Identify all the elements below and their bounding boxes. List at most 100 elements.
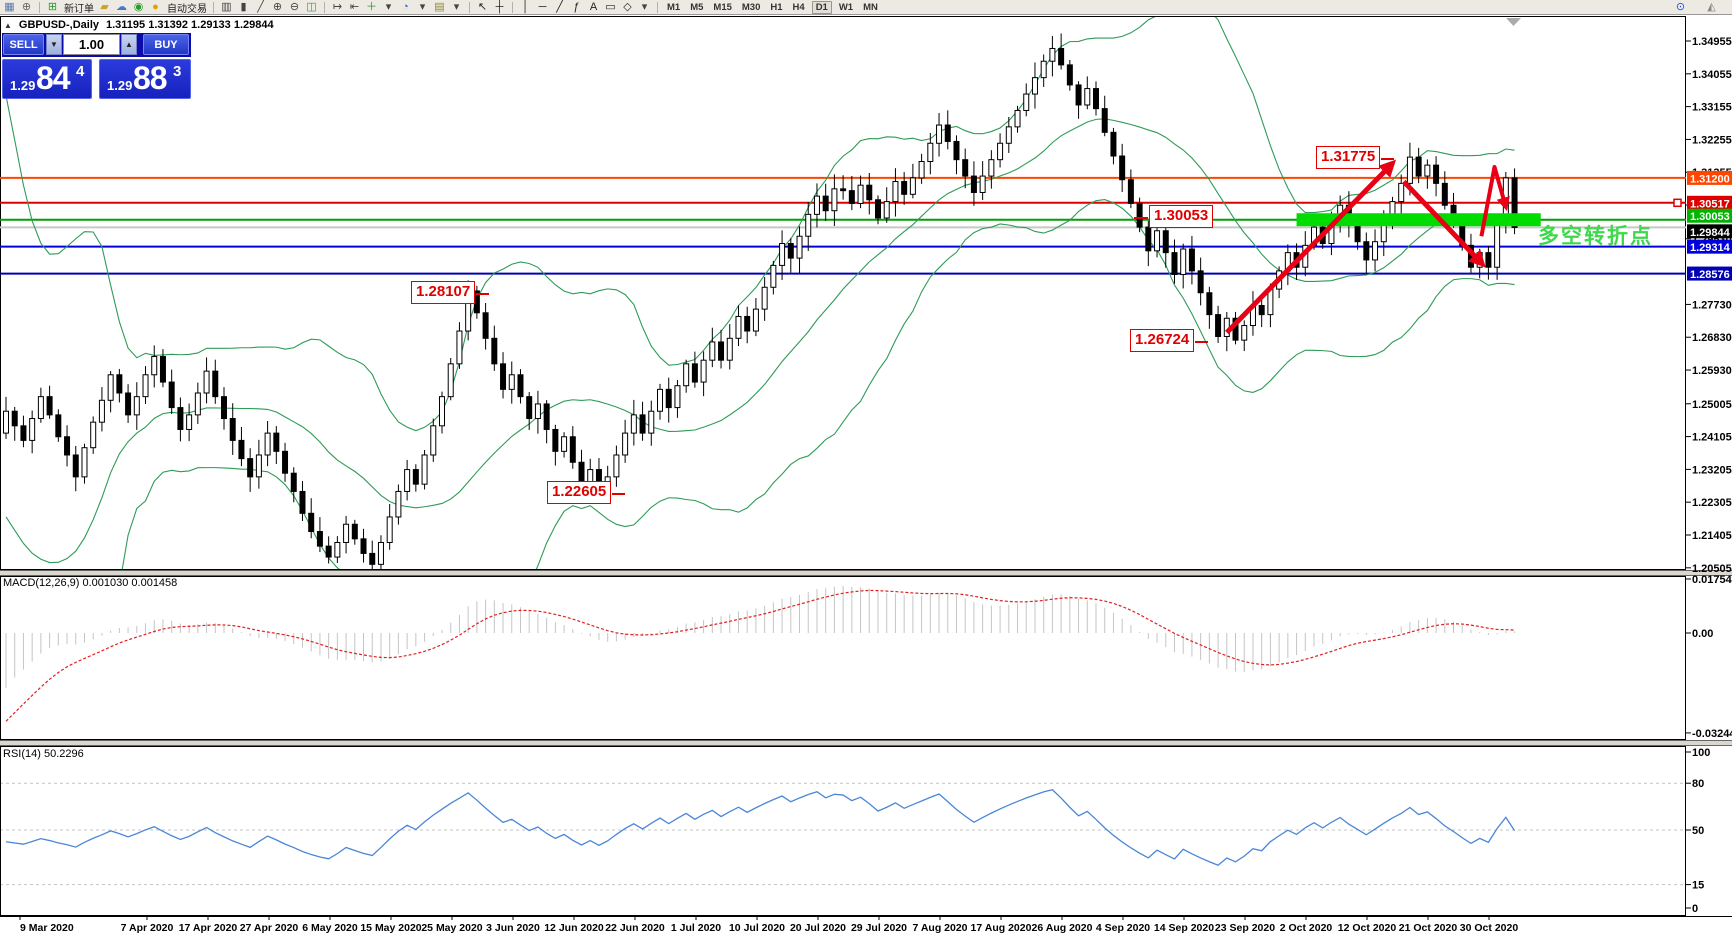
zoom-in-icon[interactable]: ⊕ <box>272 0 283 13</box>
ask-price-prefix: 1.29 <box>107 78 133 93</box>
svg-text:-0.032445: -0.032445 <box>1692 728 1732 740</box>
svg-text:1 Jul 2020: 1 Jul 2020 <box>671 922 721 934</box>
signal-icon[interactable]: ◉ <box>133 0 144 13</box>
cloud-icon[interactable]: ☁ <box>116 0 127 13</box>
periods-dropdown-icon[interactable]: ▾ <box>419 0 426 13</box>
periods-icon[interactable]: ◔ <box>402 0 409 13</box>
fibonacci-icon[interactable]: ƒ <box>573 0 580 13</box>
shapes-icon[interactable]: ◇ <box>623 0 632 13</box>
timeframe-button-h1[interactable]: H1 <box>770 1 783 13</box>
toolbar-separator <box>512 1 513 13</box>
svg-text:20 Jul 2020: 20 Jul 2020 <box>790 922 846 934</box>
price-annotation-130053[interactable]: 1.30053 <box>1133 205 1214 228</box>
horizontal-line-icon[interactable]: ─ <box>538 0 547 13</box>
svg-text:0.00: 0.00 <box>1692 628 1713 640</box>
price-annotation-122605[interactable]: 1.22605 <box>547 481 626 504</box>
ohlc-values: 1.31195 1.31392 1.29133 1.29844 <box>106 19 274 31</box>
svg-text:50: 50 <box>1692 825 1704 837</box>
trendline-icon[interactable]: ╱ <box>556 0 563 13</box>
text-icon[interactable]: A <box>589 0 598 13</box>
ask-price-button[interactable]: 1.29 88 3 <box>99 59 191 99</box>
price-annotation-131775[interactable]: 1.31775 <box>1316 146 1395 169</box>
candlesticks <box>3 33 1518 569</box>
toolbar-separator <box>324 1 325 13</box>
zoom-out-icon[interactable]: ⊖ <box>289 0 300 13</box>
line-chart-icon[interactable]: ╱ <box>257 0 264 13</box>
one-click-trading-panel: SELL ▼ ▲ BUY 1.29 84 4 1.29 88 3 <box>2 33 191 99</box>
svg-text:17 Apr 2020: 17 Apr 2020 <box>179 922 238 934</box>
rsi-indicator-label: RSI(14) 50.2296 <box>3 748 84 760</box>
sell-button[interactable]: SELL <box>3 34 44 55</box>
timeframe-button-m15[interactable]: M15 <box>713 1 732 13</box>
shapes-dropdown-icon[interactable]: ▾ <box>641 0 648 13</box>
toolbar-separator <box>213 1 214 13</box>
autotrading-icon[interactable]: ● <box>152 0 159 13</box>
chat-icon[interactable]: ◭ <box>1707 0 1716 13</box>
indicators-dropdown-icon[interactable]: ▾ <box>385 0 392 13</box>
svg-text:1.29314: 1.29314 <box>1690 242 1731 254</box>
red-trend-arrows[interactable] <box>1225 159 1510 335</box>
bid-price-button[interactable]: 1.29 84 4 <box>2 59 92 99</box>
autotrading-label[interactable]: 自动交易 <box>167 3 207 15</box>
timeframe-button-mn[interactable]: MN <box>863 1 878 13</box>
timeframe-button-w1[interactable]: W1 <box>838 1 854 13</box>
pane-splitter[interactable] <box>0 570 1732 576</box>
date-axis[interactable]: 9 Mar 2020 7 Apr 2020 17 Apr 2020 27 Apr 20… <box>0 916 1732 934</box>
macd-indicator <box>5 586 1516 722</box>
svg-text:22 Jun 2020: 22 Jun 2020 <box>605 922 665 934</box>
price-annotation-128107[interactable]: 1.28107 <box>411 281 490 304</box>
green-zone-rectangle[interactable] <box>1296 213 1541 227</box>
price-annotation-126724[interactable]: 1.26724 <box>1130 329 1209 352</box>
timeframe-button-m5[interactable]: M5 <box>690 1 704 13</box>
vertical-line-icon[interactable]: │ <box>522 0 529 13</box>
timeframe-button-m1[interactable]: M1 <box>667 1 681 13</box>
svg-text:1.25930: 1.25930 <box>1692 365 1732 377</box>
svg-text:14 Sep 2020: 14 Sep 2020 <box>1154 922 1214 934</box>
auto-scroll-icon[interactable]: ↦ <box>332 0 343 13</box>
timeframe-button-h4[interactable]: H4 <box>792 1 805 13</box>
volume-input[interactable] <box>63 34 120 55</box>
volume-decrease-button[interactable]: ▼ <box>46 34 62 55</box>
price-axis[interactable]: 1.349551.340551.331551.322551.313551.304… <box>1673 36 1732 575</box>
svg-text:6 May 2020: 6 May 2020 <box>302 922 358 934</box>
macd-axis[interactable]: 0.017542 0.00 -0.032445 <box>1686 574 1732 740</box>
svg-text:1.22305: 1.22305 <box>1692 497 1732 509</box>
candlestick-icon[interactable]: ▮ <box>240 0 247 13</box>
search-icon[interactable]: ⊙ <box>1675 0 1686 13</box>
cursor-icon[interactable]: ↖ <box>477 0 488 13</box>
indicators-icon[interactable]: ＋ <box>366 0 377 13</box>
svg-text:1.28576: 1.28576 <box>1690 269 1730 281</box>
svg-text:26 Aug 2020: 26 Aug 2020 <box>1032 922 1093 934</box>
timeframe-button-m30[interactable]: M30 <box>741 1 761 13</box>
svg-text:100: 100 <box>1692 747 1710 759</box>
bar-chart-icon[interactable]: ▥ <box>221 0 232 13</box>
svg-text:1.23205: 1.23205 <box>1692 464 1732 476</box>
volume-increase-button[interactable]: ▲ <box>121 34 137 55</box>
one-click-collapse-icon[interactable]: ▲ <box>4 20 12 30</box>
pane-splitter[interactable] <box>0 740 1732 746</box>
chart-window-icon[interactable]: ▦ <box>4 0 15 13</box>
svg-text:10 Jul 2020: 10 Jul 2020 <box>729 922 785 934</box>
chart-shift-icon[interactable]: ⇤ <box>349 0 360 13</box>
gold-icon[interactable]: ▰ <box>100 0 109 13</box>
svg-text:1.34055: 1.34055 <box>1692 69 1732 81</box>
svg-text:1.31200: 1.31200 <box>1690 173 1730 185</box>
templates-icon[interactable]: ▤ <box>434 0 445 13</box>
label-icon[interactable]: ▭ <box>605 0 616 13</box>
svg-text:1.33155: 1.33155 <box>1692 102 1732 114</box>
rsi-axis[interactable]: 100 80 50 15 0 <box>1686 747 1710 915</box>
market-watch-icon[interactable]: ⊕ <box>21 0 32 13</box>
crosshair-icon[interactable]: ┼ <box>495 0 504 13</box>
tile-windows-icon[interactable]: ◫ <box>306 0 317 13</box>
new-order-label[interactable]: 新订单 <box>64 3 94 15</box>
buy-button[interactable]: BUY <box>143 34 189 55</box>
symbol-period-label: GBPUSD-,Daily <box>18 19 99 31</box>
chinese-note-text[interactable]: 多空转折点 <box>1538 225 1653 248</box>
templates-dropdown-icon[interactable]: ▾ <box>453 0 460 13</box>
timeframe-button-d1[interactable]: D1 <box>811 0 832 14</box>
new-order-icon[interactable]: ⊞ <box>47 0 58 13</box>
chart-shift-marker-icon[interactable] <box>1506 18 1521 26</box>
bid-price-digits: 84 <box>36 60 71 96</box>
